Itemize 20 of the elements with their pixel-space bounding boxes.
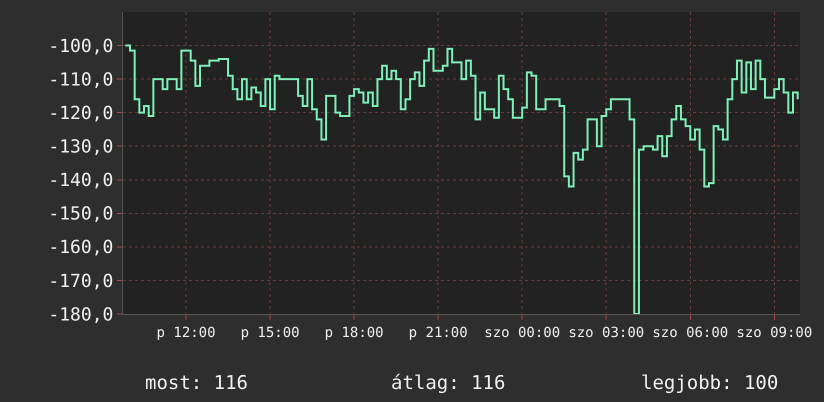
y-tick-label: -100,0	[48, 36, 114, 57]
x-tick-label: p 15:00	[240, 324, 300, 341]
text: most: 116	[145, 372, 248, 394]
y-tick-label: -110,0	[48, 69, 114, 90]
y-tick-label: -180,0	[48, 304, 114, 326]
x-tick-label: szo 06:00	[652, 324, 728, 341]
x-tick-label: szo 00:00	[484, 324, 560, 341]
x-tick-label: p 12:00	[156, 324, 216, 341]
y-tick-label: -160,0	[48, 237, 114, 258]
x-tick-label: p 18:00	[324, 324, 384, 341]
x-tick-label: szo 03:00	[568, 324, 644, 341]
text: átlag: 116	[391, 372, 506, 394]
y-tick-label: -150,0	[48, 204, 114, 225]
y-tick-label: -120,0	[48, 102, 114, 124]
y-tick-label: -130,0	[48, 136, 114, 158]
y-tick-label: -140,0	[48, 170, 114, 192]
text: legjobb: 100	[641, 372, 778, 394]
y-tick-label: -170,0	[48, 270, 114, 292]
x-tick-label: p 21:00	[408, 324, 468, 341]
x-tick-label: szo 09:00	[736, 324, 812, 341]
